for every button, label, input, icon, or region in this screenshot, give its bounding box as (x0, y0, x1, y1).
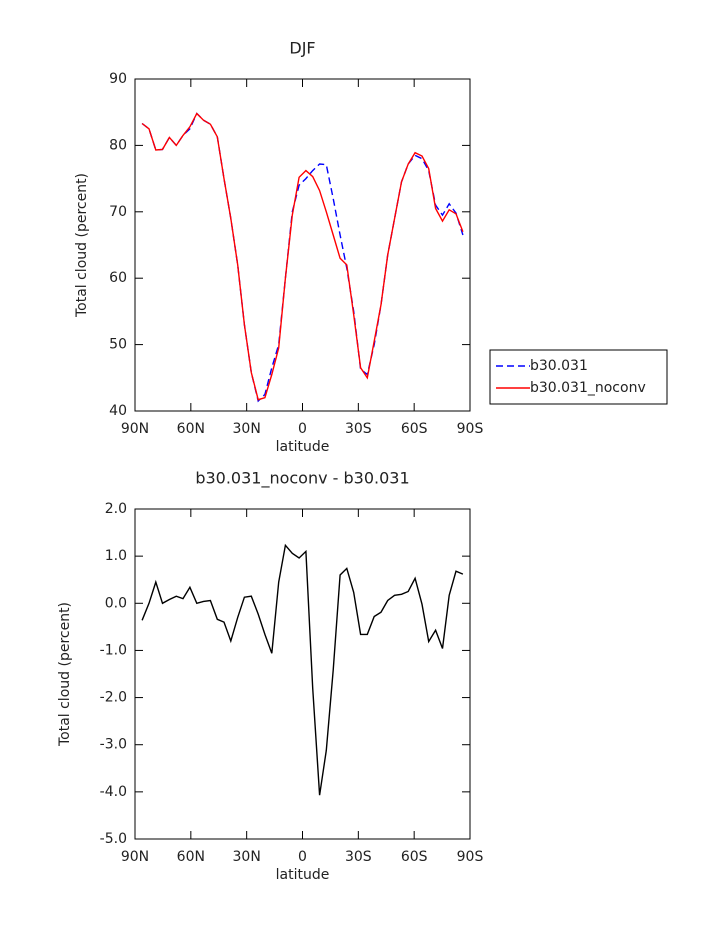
x-tick-label: 30S (345, 849, 372, 865)
chart-title: DJF (289, 39, 315, 58)
x-tick-label: 60S (401, 421, 428, 437)
legend-label: b30.031_noconv (530, 380, 646, 396)
x-tick-label: 0 (298, 421, 307, 437)
chart-title: b30.031_noconv - b30.031 (195, 469, 409, 489)
y-tick-label: -5.0 (100, 831, 127, 847)
plot-frame (134, 508, 471, 840)
x-tick-label: 60N (177, 849, 205, 865)
y-tick-label: 2.0 (105, 501, 127, 517)
x-axis-label: latitude (276, 439, 330, 455)
y-tick-label: 90 (109, 71, 127, 87)
y-tick-label: -4.0 (100, 784, 127, 800)
x-tick-label: 90N (121, 849, 149, 865)
x-tick-label: 30N (233, 421, 261, 437)
y-tick-label: 60 (109, 270, 127, 286)
x-tick-label: 0 (298, 849, 307, 865)
data-line (141, 112, 464, 403)
y-tick-label: 80 (109, 137, 127, 153)
y-tick-label: -2.0 (100, 690, 127, 706)
legend-label: b30.031 (530, 358, 588, 374)
y-tick-label: 70 (109, 204, 127, 220)
data-line (141, 112, 464, 401)
y-tick-label: 1.0 (105, 548, 127, 564)
y-axis-label: Total cloud (percent) (74, 173, 90, 318)
data-line (141, 543, 464, 796)
plot-frame (134, 78, 471, 412)
y-tick-label: 0.0 (105, 595, 127, 611)
legend-box (489, 349, 668, 405)
x-tick-label: 90S (457, 849, 484, 865)
y-tick-label: -3.0 (100, 737, 127, 753)
x-tick-label: 30S (345, 421, 372, 437)
y-tick-label: -1.0 (100, 642, 127, 658)
x-tick-label: 30N (233, 849, 261, 865)
y-tick-label: 40 (109, 403, 127, 419)
x-tick-label: 90S (457, 421, 484, 437)
y-tick-label: 50 (109, 337, 127, 353)
x-tick-label: 60N (177, 421, 205, 437)
x-tick-label: 60S (401, 849, 428, 865)
y-axis-label: Total cloud (percent) (57, 602, 73, 747)
x-tick-label: 90N (121, 421, 149, 437)
x-axis-label: latitude (276, 867, 330, 883)
